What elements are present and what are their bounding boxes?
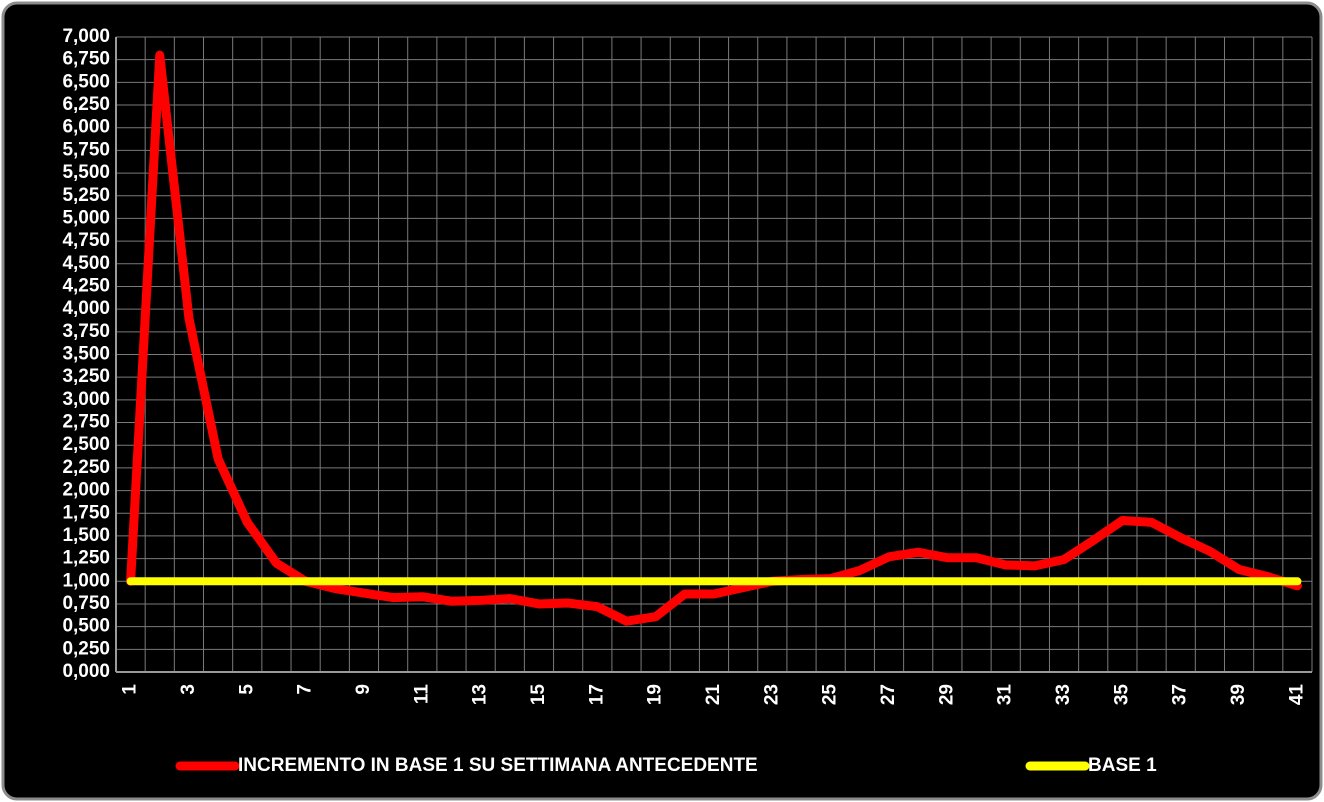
y-tick-label: 6,750 [62,49,110,70]
y-tick-label: 5,750 [62,139,110,160]
x-tick-label: 19 [645,684,666,705]
y-tick-label: 3,250 [62,366,110,387]
legend-label: BASE 1 [1088,755,1157,776]
y-tick-label: 0,750 [62,593,110,614]
x-tick-label: 5 [236,684,257,695]
x-tick-label: 3 [178,684,199,695]
x-tick-label: 9 [353,684,374,695]
y-tick-label: 3,750 [62,321,110,342]
legend-label: INCREMENTO IN BASE 1 SU SETTIMANA ANTECE… [238,755,758,776]
y-tick-label: 2,000 [62,480,110,501]
x-tick-label: 1 [120,684,141,695]
y-tick-label: 5,500 [62,162,110,183]
y-tick-label: 6,500 [62,71,110,92]
series-line [126,50,1302,626]
x-tick-label: 33 [1053,684,1074,705]
y-tick-label: 4,000 [62,298,110,319]
x-tick-label: 25 [820,684,841,706]
x-tick-label: 17 [586,684,607,705]
y-tick-label: 3,000 [62,389,110,410]
x-tick-label: 21 [703,684,724,706]
x-tick-label: 39 [1228,684,1249,705]
y-tick-label: 0,500 [62,616,110,637]
x-tick-label: 35 [1111,684,1132,706]
x-tick-label: 41 [1286,684,1307,706]
y-tick-label: 7,000 [62,26,110,47]
y-tick-label: 4,500 [62,253,110,274]
y-tick-label: 6,250 [62,94,110,115]
y-tick-label: 2,500 [62,434,110,455]
y-tick-label: 1,000 [62,570,110,591]
x-tick-label: 29 [936,684,957,705]
x-tick-label: 15 [528,684,549,706]
y-tick-label: 2,750 [62,412,110,433]
y-tick-label: 4,250 [62,275,110,296]
y-tick-label: 0,000 [62,661,110,682]
y-tick-label: 0,250 [62,638,110,659]
y-tick-label: 1,750 [62,502,110,523]
x-tick-label: 23 [761,684,782,705]
x-tick-label: 31 [995,684,1016,706]
y-tick-label: 1,500 [62,525,110,546]
y-tick-label: 3,500 [62,344,110,365]
y-tick-label: 2,250 [62,457,110,478]
x-tick-label: 11 [411,684,432,705]
y-tick-label: 4,750 [62,230,110,251]
y-tick-label: 6,000 [62,117,110,138]
x-tick-label: 7 [295,684,316,695]
x-tick-label: 13 [470,684,491,705]
y-tick-label: 5,250 [62,185,110,206]
y-tick-label: 5,000 [62,207,110,228]
x-tick-label: 37 [1170,684,1191,705]
x-tick-label: 27 [878,684,899,705]
y-tick-label: 1,250 [62,548,110,569]
